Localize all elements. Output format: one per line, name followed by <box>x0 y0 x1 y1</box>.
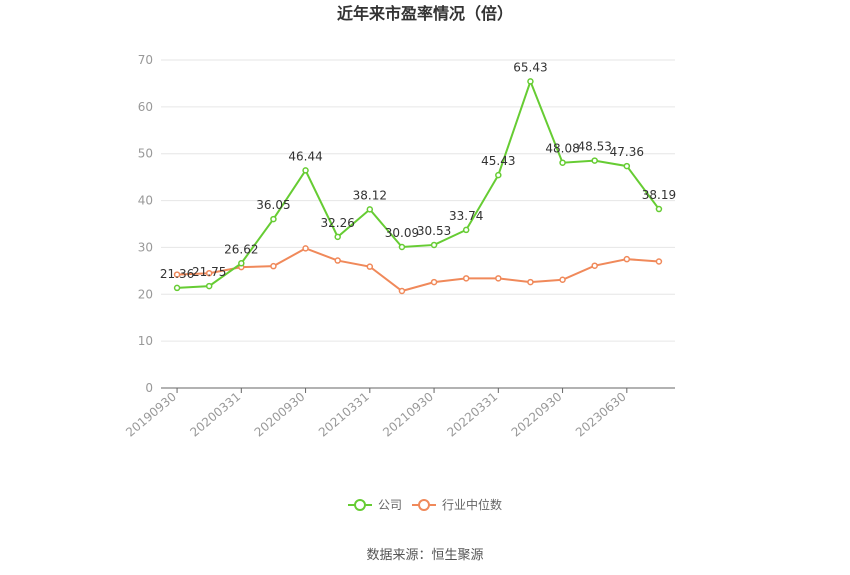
legend-marker <box>418 499 430 511</box>
grid-lines <box>161 59 675 342</box>
y-tick-label: 40 <box>138 194 153 208</box>
x-tick-label: 20210930 <box>380 390 436 440</box>
x-tick-label: 20220930 <box>509 390 565 440</box>
data-point[interactable] <box>462 275 470 282</box>
data-label: 36.05 <box>256 198 290 212</box>
data-point[interactable] <box>591 262 598 269</box>
data-label: 38.12 <box>353 188 387 202</box>
data-point[interactable] <box>205 269 213 277</box>
data-point[interactable] <box>495 171 502 179</box>
data-label: 33.74 <box>449 209 483 223</box>
data-point[interactable] <box>302 167 309 174</box>
series-lines <box>173 78 663 295</box>
data-point[interactable] <box>366 206 374 213</box>
data-point[interactable] <box>655 258 663 265</box>
data-label: 30.09 <box>385 226 419 240</box>
data-point[interactable] <box>527 278 534 286</box>
x-axis: 20190930 20200331 20200930 20210331 20210930… <box>123 387 675 440</box>
data-point[interactable] <box>270 262 277 270</box>
y-tick-label: 50 <box>138 147 153 161</box>
series-line-0 <box>177 78 660 289</box>
data-point[interactable] <box>591 157 598 164</box>
y-tick-label: 30 <box>138 240 153 254</box>
data-point[interactable] <box>623 162 631 170</box>
data-point[interactable] <box>655 205 663 213</box>
legend-label: 行业中位数 <box>442 497 502 512</box>
data-label: 30.53 <box>417 224 451 238</box>
data-point[interactable] <box>270 215 277 223</box>
data-point[interactable] <box>173 284 181 292</box>
data-point[interactable] <box>205 282 213 290</box>
legend[interactable]: 公司 行业中位数 <box>348 497 502 512</box>
legend-item-0[interactable]: 公司 <box>348 498 402 512</box>
y-tick-label: 70 <box>138 53 153 67</box>
data-point[interactable] <box>302 245 309 252</box>
data-point[interactable] <box>334 233 341 241</box>
data-point[interactable] <box>559 276 566 284</box>
data-label: 48.53 <box>578 140 612 154</box>
series-line-1 <box>177 247 660 293</box>
y-tick-label: 60 <box>138 100 153 114</box>
data-source: 数据来源：恒生聚源 <box>366 548 483 563</box>
data-point[interactable] <box>173 271 181 278</box>
data-point[interactable] <box>334 257 341 264</box>
legend-marker <box>354 499 366 511</box>
x-tick-label: 20210331 <box>316 390 372 440</box>
x-tick-label: 20220331 <box>444 390 500 440</box>
y-tick-label: 10 <box>138 334 153 348</box>
data-point[interactable] <box>398 243 406 251</box>
x-tick-label: 20200930 <box>252 390 308 440</box>
y-tick-label: 0 <box>145 381 153 395</box>
data-point[interactable] <box>527 78 534 85</box>
data-point[interactable] <box>495 275 502 282</box>
data-point[interactable] <box>559 159 566 166</box>
data-point[interactable] <box>366 263 374 270</box>
data-label: 21.75 <box>192 265 226 279</box>
data-label: 48.08 <box>545 142 579 156</box>
chart-title: 近年来市盈率情况（倍） <box>337 4 513 23</box>
data-point[interactable] <box>430 241 438 249</box>
data-point[interactable] <box>238 260 245 267</box>
data-label: 26.62 <box>224 242 258 256</box>
data-label: 21.36 <box>160 267 194 281</box>
y-tick-label: 20 <box>138 287 153 301</box>
data-label: 46.44 <box>288 149 322 163</box>
data-label: 47.36 <box>610 145 644 159</box>
legend-label: 公司 <box>378 498 402 512</box>
y-axis: 0 10 20 30 40 50 60 70 <box>138 53 153 395</box>
data-label: 65.43 <box>513 60 547 74</box>
data-point[interactable] <box>398 287 406 295</box>
data-label: 32.26 <box>321 216 355 230</box>
data-label: 45.43 <box>481 154 515 168</box>
data-point[interactable] <box>462 226 470 234</box>
data-point[interactable] <box>623 255 631 263</box>
x-tick-label: 20200331 <box>187 390 243 440</box>
legend-item-1[interactable]: 行业中位数 <box>412 497 502 512</box>
data-point[interactable] <box>430 278 438 286</box>
data-label: 38.19 <box>642 188 676 202</box>
x-tick-label: 20230630 <box>573 390 629 440</box>
x-tick-label: 20190930 <box>123 390 179 440</box>
